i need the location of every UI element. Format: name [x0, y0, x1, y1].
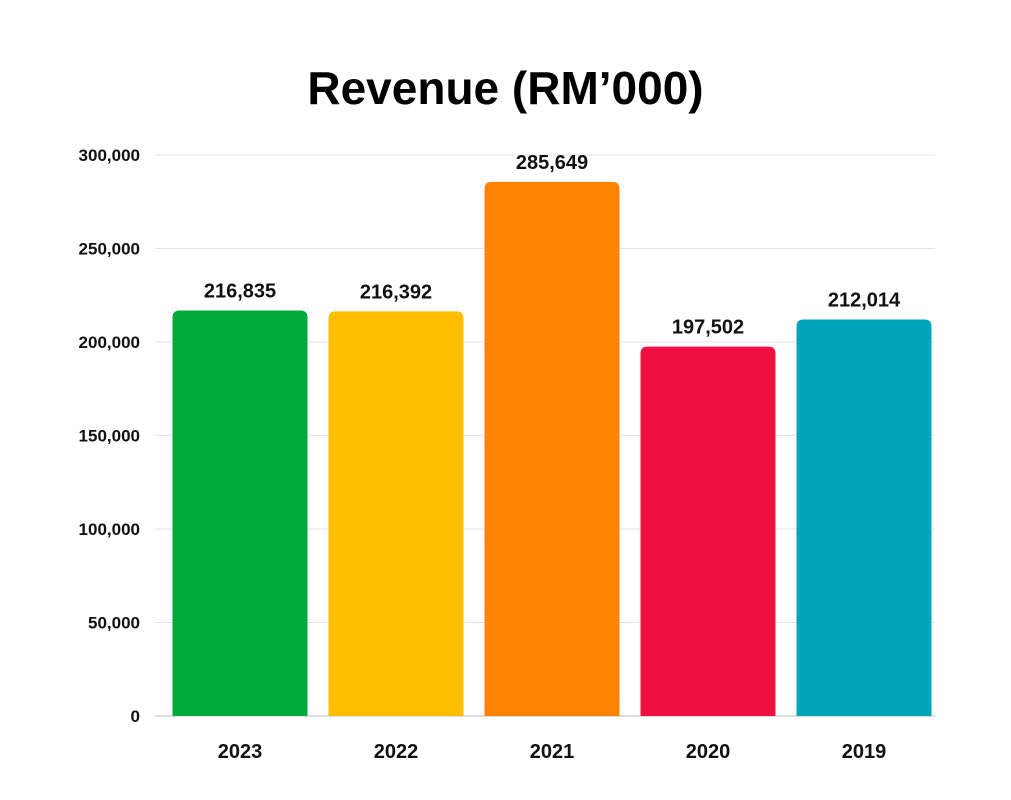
bar-2023	[172, 310, 308, 716]
value-label: 197,502	[672, 317, 744, 339]
value-label: 212,014	[828, 290, 901, 312]
y-tick-label: 200,000	[79, 333, 140, 352]
chart-title: Revenue (RM’000)	[307, 62, 704, 114]
y-tick-label: 0	[131, 707, 140, 726]
y-tick-label: 300,000	[79, 146, 140, 165]
x-tick-label: 2021	[530, 741, 575, 763]
bar-2022	[328, 311, 464, 716]
x-tick-label: 2023	[218, 741, 263, 763]
x-axis-ticks: 2023 2022 2021 2020 2019	[218, 741, 887, 763]
y-axis-ticks: 0 50,000 100,000 150,000 200,000 250,000 300,0…	[79, 146, 140, 726]
value-label: 285,649	[516, 152, 588, 174]
y-tick-label: 50,000	[88, 614, 140, 633]
bars	[172, 181, 932, 716]
y-tick-label: 100,000	[79, 520, 140, 539]
bar-2019	[796, 319, 932, 716]
y-tick-label: 150,000	[79, 427, 140, 446]
bar-2021	[484, 181, 620, 716]
value-label: 216,835	[204, 281, 276, 303]
x-tick-label: 2020	[686, 741, 731, 763]
y-tick-label: 250,000	[79, 240, 140, 259]
value-labels: 216,835 216,392 285,649 197,502 212,014	[204, 152, 901, 339]
value-label: 216,392	[360, 281, 432, 303]
x-tick-label: 2022	[374, 741, 419, 763]
x-tick-label: 2019	[842, 741, 887, 763]
bar-2020	[640, 346, 776, 716]
